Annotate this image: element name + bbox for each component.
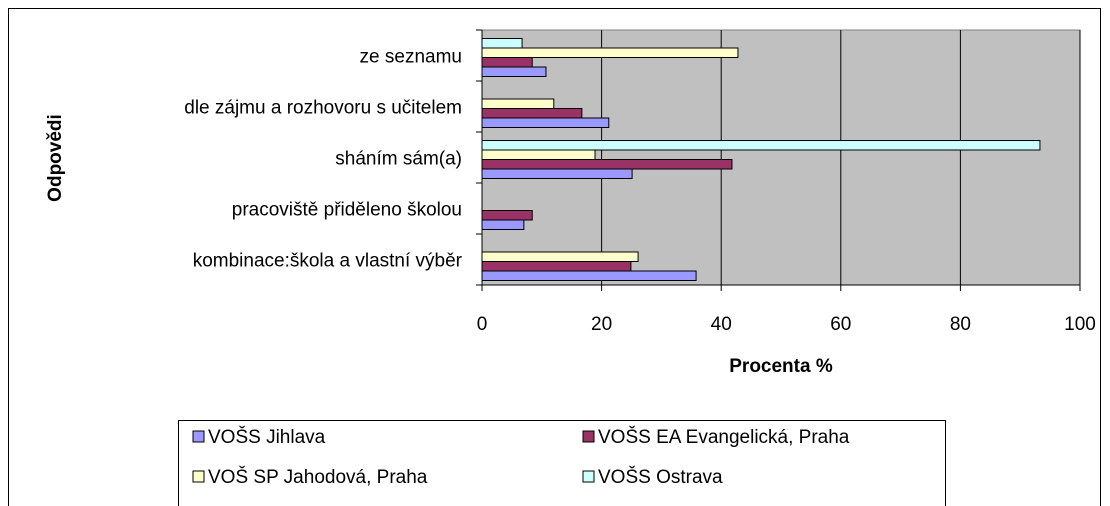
y-tick-label: sháním sám(a) <box>335 149 462 170</box>
bar <box>481 210 533 221</box>
legend-swatch <box>192 470 205 483</box>
bar <box>481 261 632 272</box>
legend-swatch <box>192 430 205 443</box>
x-tick-label: 40 <box>711 314 732 335</box>
chart-frame <box>8 8 1101 506</box>
x-tick-label: 80 <box>950 314 971 335</box>
bar <box>481 98 555 109</box>
bar <box>481 38 523 49</box>
legend-swatch <box>582 430 595 443</box>
bar <box>481 251 639 262</box>
x-axis-label: Procenta % <box>729 356 833 377</box>
bar <box>481 66 547 77</box>
legend-label: VOŠS Jihlava <box>208 426 326 448</box>
y-tick-label: dle zájmu a rozhovoru s učitelem <box>184 98 462 119</box>
bar <box>481 57 533 68</box>
y-tick-label: kombinace:škola a vlastní výběr <box>193 251 463 272</box>
bar <box>481 47 739 58</box>
bar <box>481 108 583 119</box>
x-tick-label: 60 <box>830 314 851 335</box>
x-tick-label: 20 <box>591 314 612 335</box>
legend-label: VOŠ SP Jahodová, Praha <box>208 466 428 488</box>
bar <box>481 117 610 128</box>
legend-label: VOŠS EA Evangelická, Praha <box>598 426 850 448</box>
x-tick-label: 0 <box>477 314 488 335</box>
bar <box>481 140 1041 151</box>
legend-swatch <box>582 470 595 483</box>
y-tick-label: ze seznamu <box>360 47 462 68</box>
legend-label: VOŠS Ostrava <box>598 466 723 488</box>
bar <box>481 219 525 230</box>
bar <box>481 159 733 170</box>
bar <box>481 270 697 281</box>
x-tick-label: 100 <box>1064 314 1096 335</box>
y-axis-label: Odpovědi <box>45 114 66 202</box>
bar <box>481 168 633 179</box>
legend-box <box>178 420 946 506</box>
y-tick-label: pracoviště přiděleno školou <box>232 200 462 221</box>
bar <box>481 149 596 160</box>
